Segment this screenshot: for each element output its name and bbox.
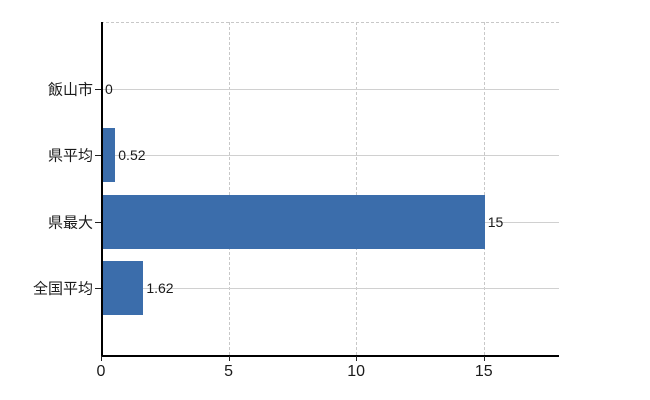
vertical-gridline	[228, 22, 230, 355]
row-gridline	[101, 288, 559, 290]
x-axis-tick	[483, 356, 485, 361]
bar	[102, 194, 485, 249]
x-axis-tick	[356, 356, 358, 361]
category-label: 県最大	[47, 214, 93, 232]
bar-value-label: 1.62	[146, 280, 174, 297]
y-axis-tick	[95, 88, 101, 90]
x-tick-label: 5	[224, 363, 234, 380]
bar-value-label: 0	[105, 80, 113, 97]
y-axis-tick	[95, 221, 101, 223]
vertical-gridline	[356, 22, 358, 355]
bar	[102, 261, 144, 316]
vertical-gridline	[483, 22, 485, 355]
bar	[102, 128, 116, 183]
x-axis-tick	[101, 356, 102, 361]
x-axis-tick	[228, 356, 230, 361]
x-tick-label: 15	[474, 363, 493, 380]
category-label: 飯山市	[47, 81, 93, 99]
bar-value-label: 0.52	[118, 147, 146, 164]
bar-value-label: 15	[487, 213, 504, 230]
y-axis-line	[101, 22, 103, 356]
plot-top-boundary	[101, 22, 559, 23]
category-label: 全国平均	[32, 280, 93, 298]
y-axis-tick	[95, 288, 101, 290]
y-axis-tick	[95, 155, 101, 157]
x-tick-label: 10	[347, 363, 366, 380]
row-gridline	[101, 155, 559, 157]
x-tick-label: 0	[96, 363, 106, 380]
category-label: 県平均	[47, 147, 93, 165]
x-axis-line	[101, 355, 559, 357]
row-gridline	[101, 88, 559, 90]
